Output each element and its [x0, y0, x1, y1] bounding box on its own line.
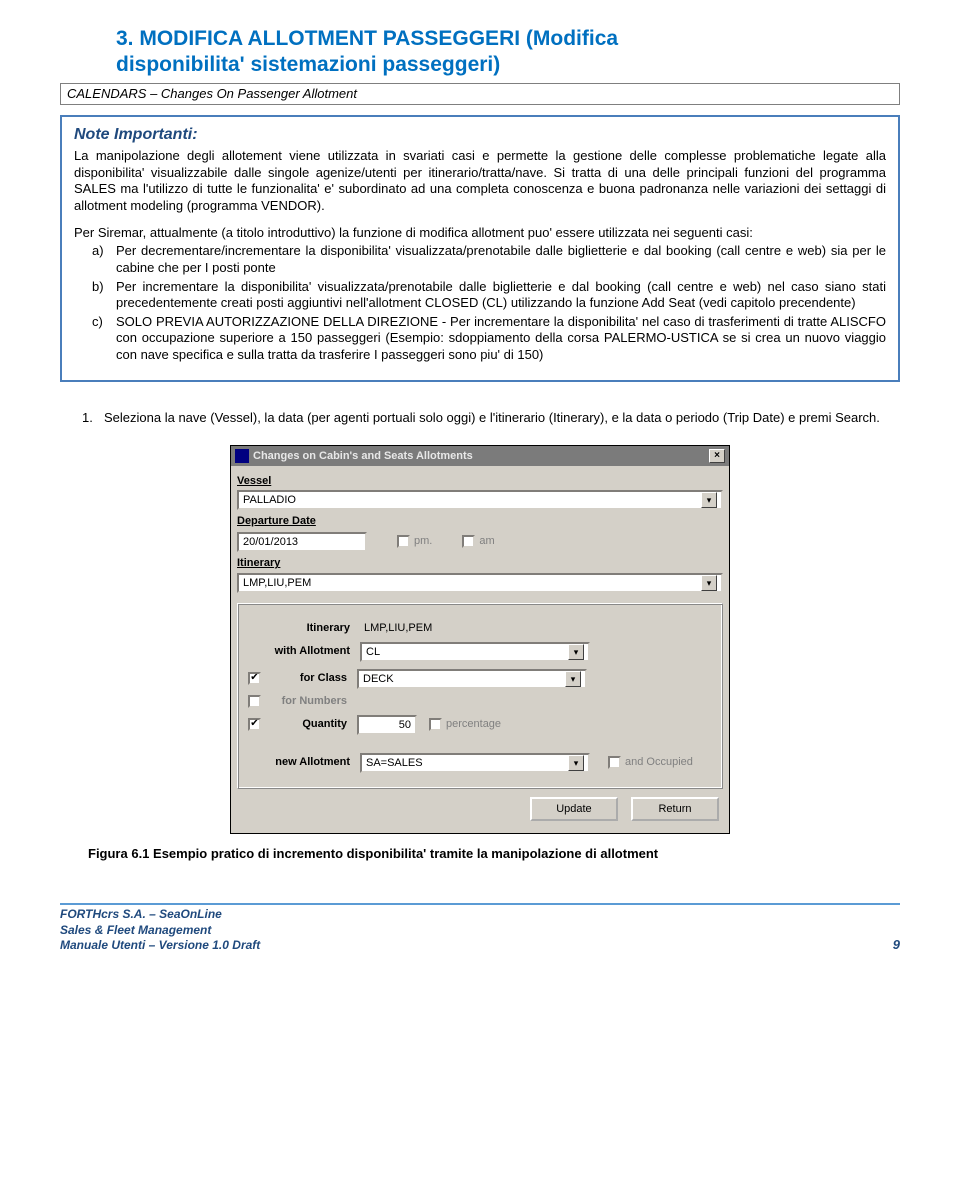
- itinerary-select[interactable]: LMP,LIU,PEM ▾: [237, 573, 723, 593]
- chevron-down-icon[interactable]: ▾: [568, 755, 584, 771]
- new-allotment-input[interactable]: SA=SALES ▾: [360, 753, 590, 773]
- new-allotment-value: SA=SALES: [366, 756, 423, 770]
- for-class-checkbox[interactable]: ✔: [248, 672, 261, 685]
- step-block: 1. Seleziona la nave (Vessel), la data (…: [82, 410, 900, 427]
- departure-date-input[interactable]: 20/01/2013: [237, 532, 367, 552]
- note-item-marker: a): [92, 243, 104, 260]
- note-box: Note Importanti: La manipolazione degli …: [60, 115, 900, 381]
- itinerary-value: LMP,LIU,PEM: [243, 576, 311, 590]
- note-item-marker: b): [92, 279, 104, 296]
- for-numbers-checkbox[interactable]: [248, 695, 261, 708]
- note-paragraph-2: Per Siremar, attualmente (a titolo intro…: [74, 225, 886, 242]
- new-allotment-label: new Allotment: [248, 755, 360, 769]
- heading-line2: disponibilita' sistemazioni passeggeri): [116, 53, 500, 76]
- chevron-down-icon[interactable]: ▾: [701, 575, 717, 591]
- dialog-screenshot: Changes on Cabin's and Seats Allotments …: [60, 445, 900, 835]
- note-list: a) Per decrementare/incrementare la disp…: [92, 243, 886, 363]
- figure-caption: Figura 6.1 Esempio pratico di incremento…: [88, 846, 808, 863]
- chevron-down-icon[interactable]: ▾: [565, 671, 581, 687]
- note-item-a: a) Per decrementare/incrementare la disp…: [92, 243, 886, 276]
- allotment-dialog: Changes on Cabin's and Seats Allotments …: [230, 445, 730, 835]
- vessel-value: PALLADIO: [243, 493, 296, 507]
- quantity-label: Quantity: [261, 717, 357, 731]
- note-item-b: b) Per incrementare la disponibilita' vi…: [92, 279, 886, 312]
- dialog-titlebar: Changes on Cabin's and Seats Allotments …: [231, 446, 729, 466]
- page-footer: FORTHcrs S.A. – SeaOnLine Sales & Fleet …: [60, 905, 900, 974]
- for-class-label: for Class: [261, 671, 357, 685]
- footer-line3: Manuale Utenti – Versione 1.0 Draft: [60, 938, 260, 954]
- section-heading: 3. MODIFICA ALLOTMENT PASSEGGERI (Modifi…: [116, 26, 900, 79]
- heading-line1: 3. MODIFICA ALLOTMENT PASSEGGERI (Modifi…: [116, 27, 618, 50]
- step-1: 1. Seleziona la nave (Vessel), la data (…: [82, 410, 900, 427]
- footer-line1: FORTHcrs S.A. – SeaOnLine: [60, 907, 260, 923]
- percentage-checkbox[interactable]: [429, 718, 442, 731]
- vessel-select[interactable]: PALLADIO ▾: [237, 490, 723, 510]
- note-item-text: Per decrementare/incrementare la disponi…: [116, 243, 886, 275]
- page-number: 9: [893, 937, 900, 954]
- and-occupied-label: and Occupied: [625, 755, 693, 769]
- and-occupied-checkbox[interactable]: [608, 756, 621, 769]
- quantity-checkbox[interactable]: ✔: [248, 718, 261, 731]
- quantity-value: 50: [363, 718, 411, 732]
- with-allotment-value: CL: [366, 645, 380, 659]
- itinerary-label: Itinerary: [237, 556, 723, 570]
- percentage-label: percentage: [446, 717, 501, 731]
- vessel-label: Vessel: [237, 474, 723, 488]
- quantity-input[interactable]: 50: [357, 715, 417, 735]
- note-item-marker: c): [92, 314, 103, 331]
- note-paragraph-1: La manipolazione degli allotement viene …: [74, 148, 886, 215]
- note-item-text: SOLO PREVIA AUTORIZZAZIONE DELLA DIREZIO…: [116, 314, 886, 362]
- chevron-down-icon[interactable]: ▾: [568, 644, 584, 660]
- note-item-c: c) SOLO PREVIA AUTORIZZAZIONE DELLA DIRE…: [92, 314, 886, 364]
- pm-checkbox[interactable]: [397, 535, 410, 548]
- update-button[interactable]: Update: [530, 797, 618, 821]
- app-icon: [235, 449, 249, 463]
- close-icon[interactable]: ×: [709, 449, 725, 463]
- step-number: 1.: [82, 410, 93, 427]
- return-button[interactable]: Return: [631, 797, 719, 821]
- with-allotment-label: with Allotment: [248, 644, 360, 658]
- pm-label: pm.: [414, 534, 432, 548]
- for-class-value: DECK: [363, 672, 394, 686]
- note-title: Note Importanti:: [74, 125, 886, 146]
- step-text: Seleziona la nave (Vessel), la data (per…: [104, 410, 880, 425]
- departure-date-label: Departure Date: [237, 514, 723, 528]
- chevron-down-icon[interactable]: ▾: [701, 492, 717, 508]
- breadcrumb: CALENDARS – Changes On Passenger Allotme…: [60, 83, 900, 106]
- departure-date-value: 20/01/2013: [243, 535, 298, 549]
- footer-line2: Sales & Fleet Management: [60, 923, 260, 939]
- breadcrumb-text: CALENDARS – Changes On Passenger Allotme…: [67, 86, 357, 101]
- with-allotment-input[interactable]: CL ▾: [360, 642, 590, 662]
- itinerary2-label: Itinerary: [248, 621, 360, 635]
- note-item-text: Per incrementare la disponibilita' visua…: [116, 279, 886, 311]
- for-numbers-label: for Numbers: [261, 694, 357, 708]
- am-label: am: [479, 534, 494, 548]
- dialog-button-row: Update Return: [237, 789, 723, 823]
- for-class-input[interactable]: DECK ▾: [357, 669, 587, 689]
- allotment-group: Itinerary LMP,LIU,PEM with Allotment CL …: [237, 603, 723, 790]
- itinerary2-value: LMP,LIU,PEM: [360, 621, 432, 635]
- dialog-title: Changes on Cabin's and Seats Allotments: [253, 449, 473, 463]
- am-checkbox[interactable]: [462, 535, 475, 548]
